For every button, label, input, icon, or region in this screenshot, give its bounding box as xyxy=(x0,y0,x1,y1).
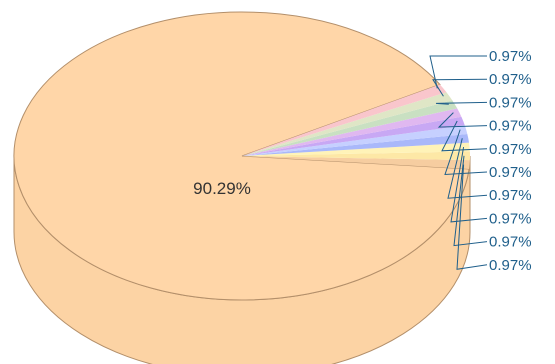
leader-line-2 xyxy=(432,78,488,97)
slice-label-7: 0.97% xyxy=(489,187,532,204)
slice-0 xyxy=(13,11,470,301)
slice-label-2: 0.97% xyxy=(489,71,532,88)
leader-line-4 xyxy=(437,112,488,128)
slice-small-7 xyxy=(242,108,462,156)
leader-line-3 xyxy=(435,101,488,105)
slice-small-4 xyxy=(242,133,470,156)
slice-small-3 xyxy=(242,142,470,156)
slice-label-10: 0.97% xyxy=(489,257,532,274)
slice-small-10 xyxy=(242,84,447,156)
slice-label-8: 0.97% xyxy=(489,210,532,227)
leader-line-1 xyxy=(429,55,487,89)
leader-line-8 xyxy=(450,146,488,223)
slice-label-9: 0.97% xyxy=(489,234,532,251)
leader-line-5 xyxy=(441,120,488,152)
slice-small-5 xyxy=(242,125,468,156)
leader-line-6 xyxy=(444,129,488,176)
slice-small-1 xyxy=(242,156,470,169)
slice-label-3: 0.97% xyxy=(489,94,532,111)
leader-line-9 xyxy=(453,155,488,247)
leader-lines-group xyxy=(429,55,488,270)
slice-labels-group: 90.29% 0.97% 0.97% 0.97% 0.97% 0.97% 0.97% 0.97… xyxy=(193,48,531,274)
slice-small-2 xyxy=(242,151,471,161)
leader-line-10 xyxy=(456,164,488,270)
slice-label-0: 90.29% xyxy=(193,179,251,198)
slice-small-9 xyxy=(242,92,453,156)
slice-label-5: 0.97% xyxy=(489,141,532,158)
slice-small-6 xyxy=(242,116,465,156)
leader-line-7 xyxy=(447,138,488,199)
slice-small-8 xyxy=(242,100,458,156)
slice-label-4: 0.97% xyxy=(489,118,532,135)
slice-label-6: 0.97% xyxy=(489,164,532,181)
slice-label-1: 0.97% xyxy=(489,48,532,65)
pie-top-group xyxy=(13,11,471,301)
